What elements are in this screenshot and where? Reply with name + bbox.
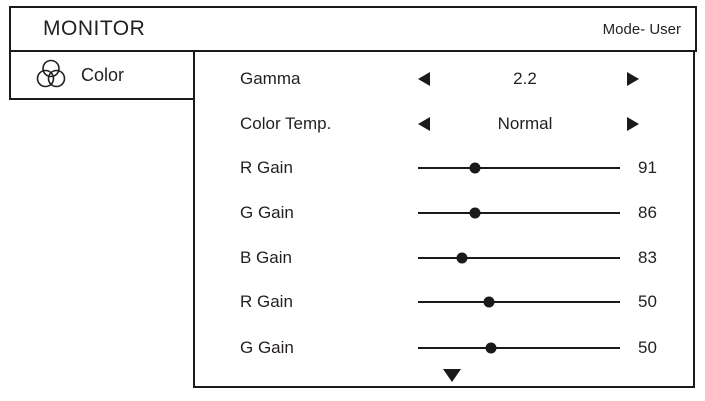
slider-track[interactable]: [418, 342, 620, 354]
setting-label: Gamma: [240, 69, 301, 88]
page-title: MONITOR: [43, 17, 146, 40]
decrease-arrow-icon[interactable]: [418, 72, 430, 86]
setting-row-b-gain: B Gain 83: [195, 243, 693, 273]
setting-row-r-gain-2: R Gain 50: [195, 287, 693, 317]
setting-row-g-gain: G Gain 86: [195, 198, 693, 228]
decrease-arrow-icon[interactable]: [418, 117, 430, 131]
slider-handle[interactable]: [456, 252, 468, 264]
setting-label: G Gain: [240, 338, 294, 357]
color-circles-icon: [35, 58, 67, 92]
setting-value: Normal: [497, 114, 553, 133]
color-settings-panel: Gamma 2.2 Color Temp. Normal R Gain 91 G…: [193, 50, 695, 388]
slider-track[interactable]: [418, 252, 620, 264]
setting-row-color-temp: Color Temp. Normal: [195, 109, 693, 139]
increase-arrow-icon[interactable]: [627, 72, 639, 86]
setting-label: B Gain: [240, 248, 292, 267]
slider-track[interactable]: [418, 296, 620, 308]
mode-label: Mode- User: [602, 20, 681, 38]
slider-handle[interactable]: [469, 162, 481, 174]
slider-handle[interactable]: [469, 207, 481, 219]
setting-row-r-gain: R Gain 91: [195, 153, 693, 183]
setting-row-g-gain-2: G Gain 50: [195, 333, 693, 363]
sidebar-item-label: Color: [81, 64, 125, 85]
setting-value: 50: [638, 338, 657, 357]
slider-track[interactable]: [418, 162, 620, 174]
setting-value: 91: [638, 158, 657, 177]
slider-handle[interactable]: [485, 342, 497, 354]
increase-arrow-icon[interactable]: [627, 117, 639, 131]
header: MONITOR Mode- User: [9, 6, 697, 52]
setting-row-gamma: Gamma 2.2: [195, 64, 693, 94]
setting-label: Color Temp.: [240, 114, 332, 133]
sidebar-item-color[interactable]: Color: [9, 50, 195, 100]
setting-label: R Gain: [240, 292, 293, 311]
slider-track[interactable]: [418, 207, 620, 219]
slider-handle[interactable]: [483, 296, 495, 308]
setting-label: R Gain: [240, 158, 293, 177]
setting-value: 2.2: [513, 69, 537, 88]
scroll-down-icon[interactable]: [443, 369, 461, 382]
setting-value: 86: [638, 203, 657, 222]
setting-value: 50: [638, 292, 657, 311]
setting-value: 83: [638, 248, 657, 267]
setting-label: G Gain: [240, 203, 294, 222]
